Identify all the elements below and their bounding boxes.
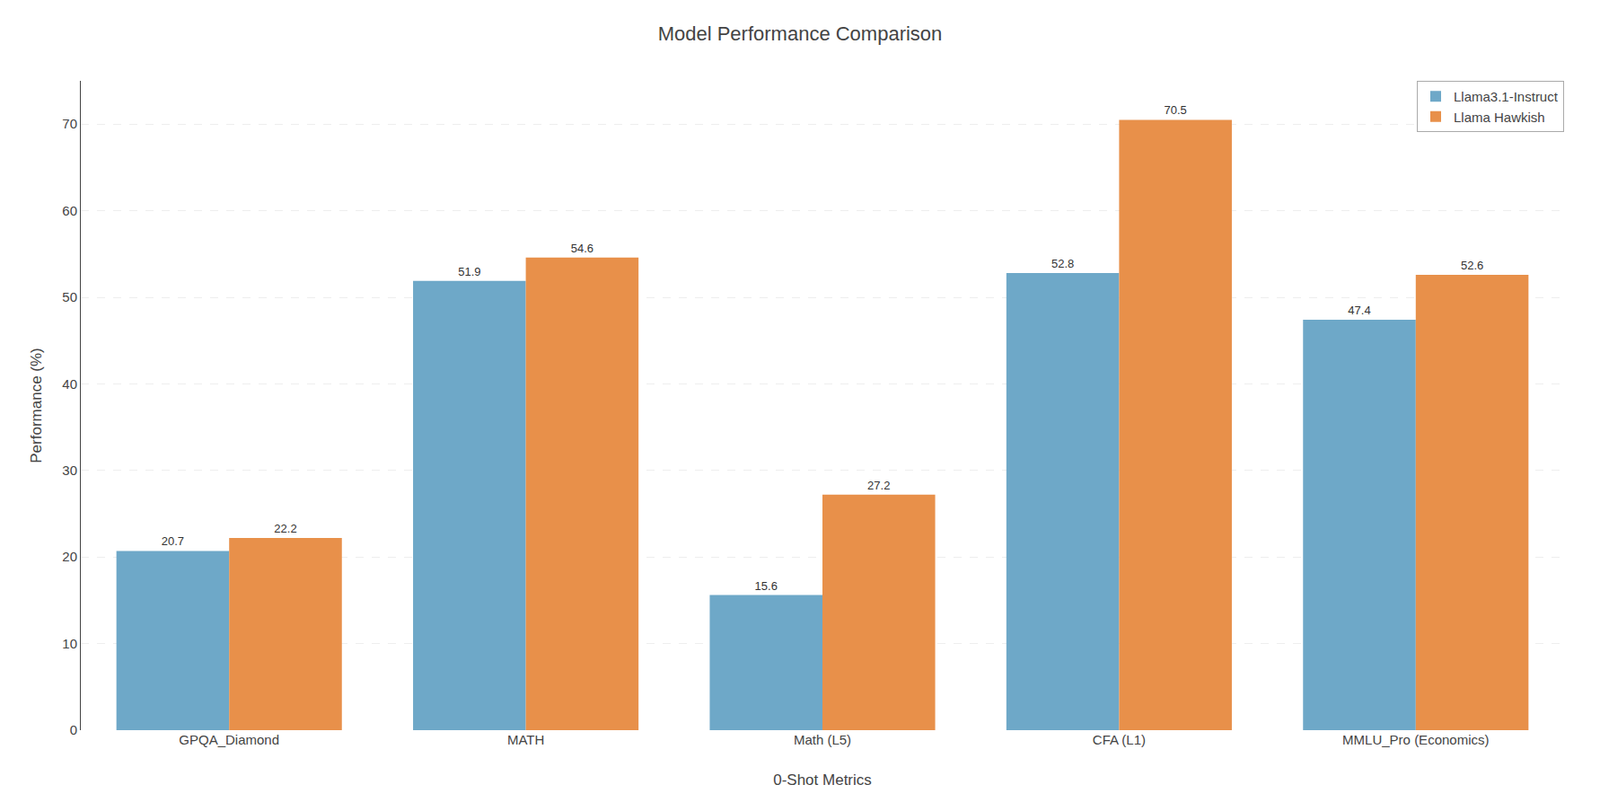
svg-text:22.2: 22.2 <box>273 521 297 536</box>
svg-text:10: 10 <box>61 635 78 651</box>
svg-text:54.6: 54.6 <box>571 241 594 255</box>
svg-text:52.6: 52.6 <box>1460 258 1484 273</box>
svg-text:70: 70 <box>61 115 78 132</box>
svg-text:50: 50 <box>61 289 78 305</box>
svg-text:52.8: 52.8 <box>1051 256 1074 271</box>
svg-text:MMLU_Pro (Economics): MMLU_Pro (Economics) <box>1342 731 1489 748</box>
svg-text:27.2: 27.2 <box>867 478 890 493</box>
svg-text:Math (L5): Math (L5) <box>793 731 852 748</box>
svg-text:20: 20 <box>61 548 78 564</box>
svg-text:Llama3.1-Instruct: Llama3.1-Instruct <box>1453 88 1559 105</box>
svg-text:15.6: 15.6 <box>755 579 778 593</box>
svg-text:GPQA_Diamond: GPQA_Diamond <box>178 731 280 748</box>
svg-text:20.7: 20.7 <box>161 534 185 548</box>
svg-text:CFA (L1): CFA (L1) <box>1092 731 1146 748</box>
svg-text:MATH: MATH <box>507 731 545 748</box>
svg-text:0: 0 <box>70 721 78 738</box>
svg-text:60: 60 <box>61 202 78 219</box>
svg-text:70.5: 70.5 <box>1164 103 1187 117</box>
svg-text:Model Performance Comparison: Model Performance Comparison <box>658 22 943 45</box>
svg-text:Performance (%): Performance (%) <box>27 347 45 463</box>
svg-text:40: 40 <box>61 376 78 392</box>
svg-text:30: 30 <box>61 462 78 478</box>
svg-text:0-Shot Metrics: 0-Shot Metrics <box>773 771 872 789</box>
svg-text:Llama Hawkish: Llama Hawkish <box>1453 109 1546 125</box>
svg-text:51.9: 51.9 <box>457 264 481 279</box>
svg-text:47.4: 47.4 <box>1347 303 1371 317</box>
